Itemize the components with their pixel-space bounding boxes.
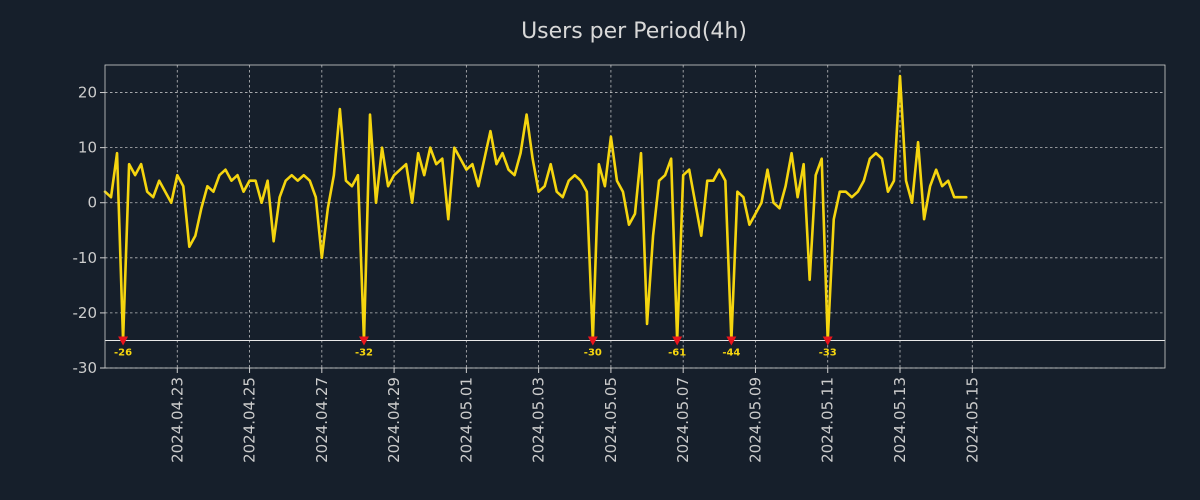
- clip-value-label: -26: [114, 347, 132, 358]
- chart-title: Users per Period(4h): [521, 19, 747, 44]
- x-tick-label: 2024.04.27: [313, 377, 331, 463]
- x-tick-label: 2024.05.07: [674, 377, 692, 463]
- clip-marker: [822, 336, 833, 346]
- y-tick-label: -20: [73, 304, 98, 322]
- y-tick-label: 0: [87, 194, 97, 212]
- plot-frame: [104, 64, 1166, 369]
- x-tick-label: 2024.05.13: [891, 377, 909, 463]
- x-tick-label: 2024.05.05: [602, 377, 620, 463]
- clip-marker: [672, 336, 683, 346]
- clip-value-label: -32: [355, 347, 373, 358]
- clip-value-label: -61: [668, 347, 686, 358]
- clip-marker: [358, 336, 369, 346]
- y-tick-label: -30: [73, 359, 98, 377]
- series-layer: [103, 74, 968, 342]
- series-line-users: [103, 74, 968, 342]
- marker-layer: -26 -32 -30 -61 -44 -33: [114, 336, 837, 358]
- clip-value-label: -44: [722, 347, 740, 358]
- x-tick-label: 2024.04.25: [241, 377, 259, 463]
- x-tick-label: 2024.04.29: [385, 377, 403, 463]
- x-tick-label: 2024.05.11: [819, 377, 837, 463]
- x-tick-label: 2024.04.23: [168, 377, 186, 463]
- x-tick-label: 2024.05.03: [530, 377, 548, 463]
- y-tick-label: 20: [78, 84, 97, 102]
- y-tick-label: -10: [73, 249, 98, 267]
- x-tick-label: 2024.05.15: [963, 377, 981, 463]
- clip-value-label: -30: [584, 347, 602, 358]
- y-tick-label: 10: [78, 139, 97, 157]
- clip-marker: [118, 336, 129, 346]
- clip-marker: [587, 336, 598, 346]
- x-tick-label: 2024.05.01: [457, 377, 475, 463]
- x-tick-label: 2024.05.09: [746, 377, 764, 463]
- tick-layer: 20 10 0 -10 -20 -30 2024.04.23 2024.04.25 2024.0…: [73, 84, 982, 463]
- grid-layer: [105, 65, 1165, 369]
- clip-value-label: -33: [819, 347, 837, 358]
- clip-marker: [726, 336, 737, 346]
